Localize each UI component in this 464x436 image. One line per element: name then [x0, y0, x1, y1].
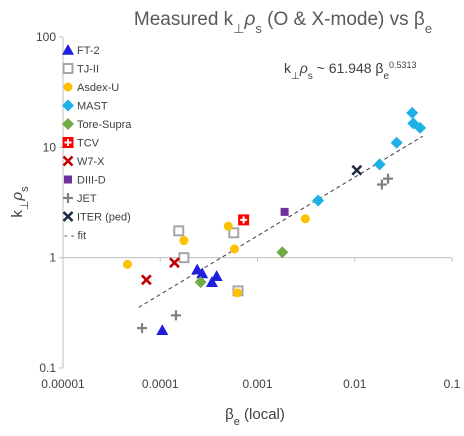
data-point-tore-supra: [194, 276, 207, 289]
data-point-tore-supra: [276, 246, 289, 259]
legend-label-jet: JET: [77, 193, 97, 205]
data-point-w7-x: [169, 257, 180, 269]
fit-tilde: ~ 61.948 β: [313, 60, 384, 76]
data-point-mast: [406, 106, 419, 119]
xlabel-main: β: [225, 406, 234, 423]
ylabel-rho: ρ: [9, 192, 26, 202]
legend-marker-diii-d: [64, 175, 72, 184]
legend-label-tj-ii: TJ-II: [77, 64, 99, 76]
fit-rho: ρ: [299, 60, 308, 76]
axes: 0.1 1 10 100 0.00001 0.0001 0.001 0.01 0.1: [36, 30, 461, 391]
legend-marker-iter-ped: [62, 211, 74, 222]
data-point-ft-2: [156, 324, 169, 336]
fit-rho-sub: s: [308, 71, 313, 82]
y-tick-label: 0.1: [39, 361, 56, 375]
legend-label-ft-2: FT-2: [77, 45, 100, 57]
legend-label-mast: MAST: [77, 101, 108, 113]
legend-marker-asdex-u: [63, 82, 73, 92]
legend-label-asdex-u: Asdex-U: [77, 82, 119, 94]
points-layer: [122, 106, 427, 336]
ylabel-rho-sub: s: [19, 186, 31, 192]
chart-title: Measured k⊥ρs (O & X-mode) vs βe: [134, 9, 432, 36]
data-point-tj-ii: [173, 225, 185, 237]
y-tick-label: 10: [43, 140, 57, 154]
legend-label-w7-x: W7-X: [77, 156, 105, 168]
ylabel-perp: ⊥: [19, 201, 31, 211]
data-point-ft-2: [205, 276, 218, 287]
ylabel-main: k: [9, 210, 26, 218]
y-tick-label: 100: [36, 30, 56, 44]
legend-marker-w7-x: [62, 155, 74, 167]
title-middle: (O & X-mode) vs β: [262, 9, 425, 30]
fit-annotation: k⊥ρs ~ 61.948 βe0.5313: [284, 60, 417, 82]
x-tick-label: 0.1: [444, 377, 461, 391]
data-point-jet: [383, 173, 394, 184]
legend-label-fit: - - fit: [64, 230, 86, 242]
legend-label-tcv: TCV: [77, 138, 100, 150]
data-point-jet: [376, 179, 387, 190]
data-point-jet: [170, 310, 181, 321]
data-point-jet: [137, 323, 148, 334]
fit-perp: ⊥: [291, 71, 300, 82]
data-point-asdex-u: [232, 288, 242, 298]
legend-marker-ft-2: [62, 44, 74, 55]
data-point-ft-2: [210, 270, 223, 281]
legend-marker-tj-ii: [62, 63, 74, 74]
data-point-asdex-u: [223, 221, 233, 231]
data-point-asdex-u: [300, 214, 310, 224]
data-point-asdex-u: [179, 236, 189, 246]
fit-beta-sub: e: [383, 71, 389, 82]
title-rho-sub: s: [255, 21, 262, 36]
data-point-iter-ped: [351, 164, 363, 176]
legend-marker-tore-supra: [62, 118, 74, 130]
y-tick-label: 1: [49, 251, 56, 265]
data-point-tj-ii: [178, 252, 190, 264]
legend-marker-mast: [62, 99, 74, 112]
x-tick-label: 0.00001: [41, 377, 85, 391]
title-perp: ⊥: [233, 21, 244, 36]
fit-k: k: [284, 60, 292, 76]
data-point-mast: [390, 136, 403, 149]
data-point-tj-ii: [228, 227, 240, 239]
title-beta-sub: e: [425, 21, 432, 36]
data-point-asdex-u: [229, 244, 239, 254]
legend-marker-jet: [63, 193, 73, 203]
x-tick-label: 0.0001: [142, 377, 179, 391]
fit-exponent: 0.5313: [389, 60, 417, 70]
title-rho: ρ: [244, 9, 256, 30]
data-point-mast: [312, 194, 325, 207]
x-axis-title: βe (local): [225, 406, 285, 428]
data-point-mast: [414, 121, 427, 134]
data-point-w7-x: [140, 274, 152, 286]
xlabel-suffix: (local): [240, 406, 285, 423]
legend-label-iter-ped: ITER (ped): [77, 212, 131, 224]
legend-marker-tcv: [62, 137, 74, 148]
x-tick-label: 0.001: [242, 377, 272, 391]
data-point-tcv: [238, 214, 250, 226]
legend: FT-2 TJ-II Asdex-U MAST Tore-Supra TCV W7-X DII…: [62, 44, 132, 242]
x-tick-label: 0.01: [343, 377, 367, 391]
legend-label-tore-supra: Tore-Supra: [77, 119, 132, 131]
xlabel-sub: e: [234, 416, 240, 428]
title-prefix: Measured k: [134, 9, 234, 30]
y-axis-title: k⊥ρs: [9, 186, 31, 218]
data-point-mast: [373, 158, 386, 171]
data-point-diii-d: [280, 207, 289, 216]
data-point-asdex-u: [122, 259, 132, 269]
legend-label-diii-d: DIII-D: [77, 175, 106, 187]
data-point-ft-2: [196, 267, 209, 279]
